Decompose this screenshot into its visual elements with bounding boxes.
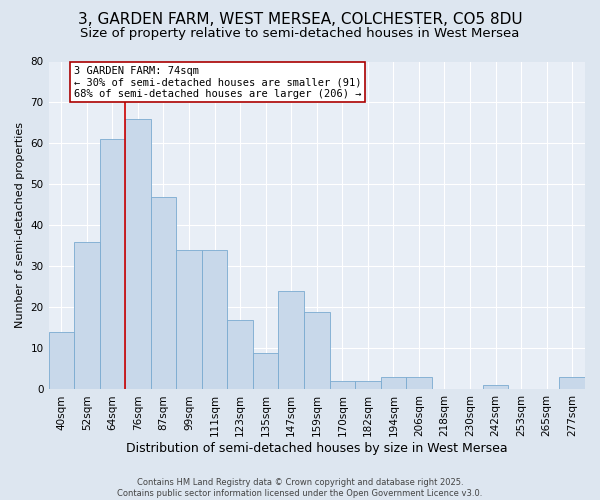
- Bar: [100, 140, 125, 390]
- Bar: [49, 332, 74, 390]
- Bar: [355, 382, 380, 390]
- Bar: [151, 197, 176, 390]
- Bar: [380, 377, 406, 390]
- Y-axis label: Number of semi-detached properties: Number of semi-detached properties: [15, 122, 25, 328]
- Text: Contains HM Land Registry data © Crown copyright and database right 2025.
Contai: Contains HM Land Registry data © Crown c…: [118, 478, 482, 498]
- Text: Size of property relative to semi-detached houses in West Mersea: Size of property relative to semi-detach…: [80, 28, 520, 40]
- Bar: [253, 352, 278, 390]
- X-axis label: Distribution of semi-detached houses by size in West Mersea: Distribution of semi-detached houses by …: [126, 442, 508, 455]
- Bar: [406, 377, 432, 390]
- Text: 3, GARDEN FARM, WEST MERSEA, COLCHESTER, CO5 8DU: 3, GARDEN FARM, WEST MERSEA, COLCHESTER,…: [77, 12, 523, 28]
- Bar: [304, 312, 329, 390]
- Bar: [202, 250, 227, 390]
- Bar: [483, 386, 508, 390]
- Bar: [329, 382, 355, 390]
- Bar: [278, 291, 304, 390]
- Text: 3 GARDEN FARM: 74sqm
← 30% of semi-detached houses are smaller (91)
68% of semi-: 3 GARDEN FARM: 74sqm ← 30% of semi-detac…: [74, 66, 362, 99]
- Bar: [176, 250, 202, 390]
- Bar: [125, 119, 151, 390]
- Bar: [74, 242, 100, 390]
- Bar: [227, 320, 253, 390]
- Bar: [559, 377, 585, 390]
